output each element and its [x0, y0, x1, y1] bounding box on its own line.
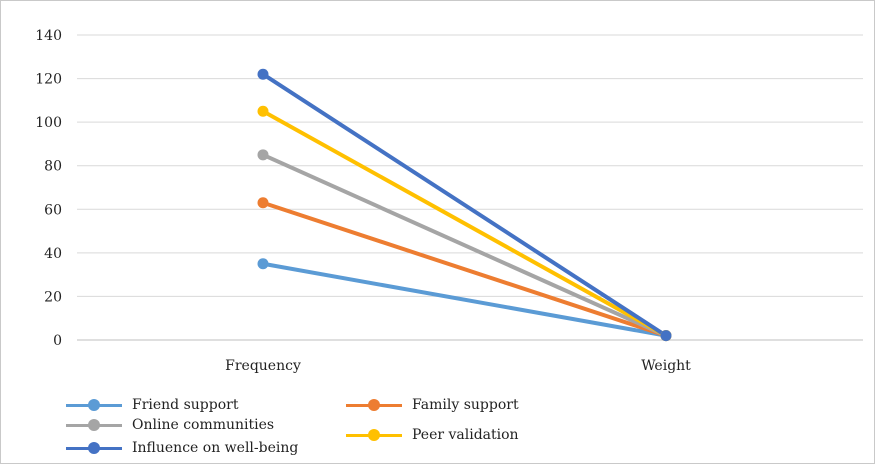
y-axis-ticks: 0 20 40 60 80 100 120 140: [35, 28, 62, 349]
series-line: [261, 200, 668, 338]
series-line: [261, 109, 668, 338]
y-tick-label: 40: [44, 246, 62, 262]
data-point: [257, 258, 269, 270]
data-point: [257, 68, 269, 80]
y-tick-label: 140: [35, 28, 62, 44]
x-category-label: Weight: [641, 358, 691, 374]
data-point: [660, 330, 672, 342]
series-points: [257, 68, 672, 342]
series-line: [261, 72, 668, 338]
data-point: [257, 149, 269, 161]
y-tick-label: 120: [35, 72, 62, 88]
y-tick-label: 60: [44, 202, 62, 218]
gridlines: [77, 34, 863, 341]
y-tick-label: 100: [35, 115, 62, 131]
y-tick-label: 80: [44, 159, 62, 175]
y-tick-label: 0: [53, 333, 62, 349]
y-tick-label: 20: [44, 289, 62, 305]
series-lines: [261, 72, 668, 338]
series-line: [261, 152, 668, 338]
x-axis-categories: Frequency Weight: [225, 358, 691, 374]
series-line: [261, 261, 668, 338]
data-point: [257, 197, 269, 209]
data-point: [257, 105, 269, 117]
x-category-label: Frequency: [225, 358, 301, 374]
